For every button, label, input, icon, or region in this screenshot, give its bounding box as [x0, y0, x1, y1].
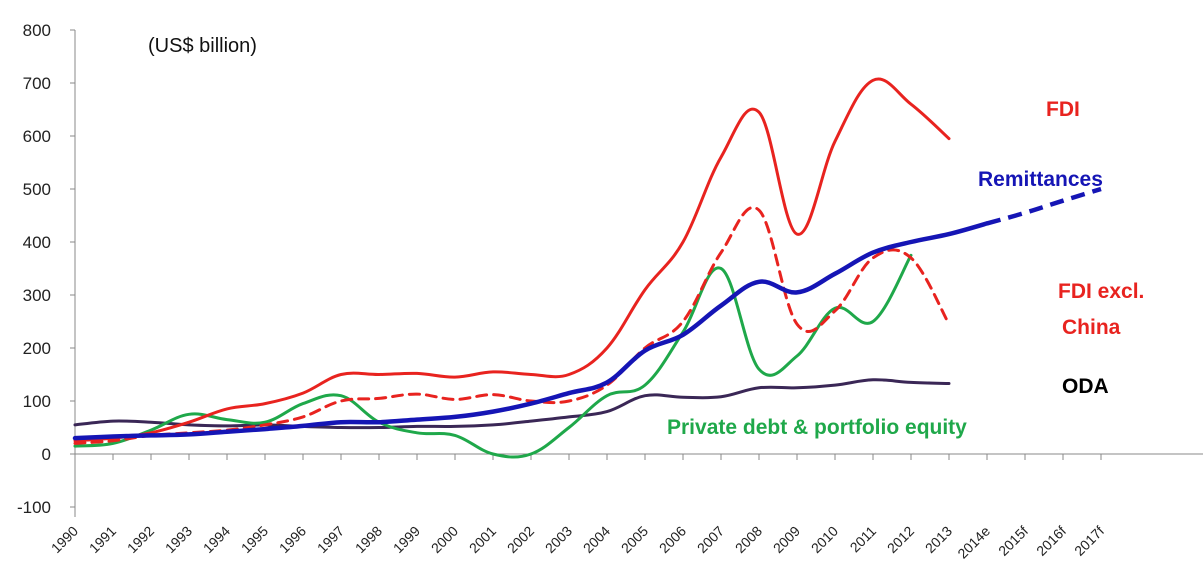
x-tick-label: 1993: [162, 523, 195, 556]
label-private-debt: Private debt & portfolio equity: [667, 416, 967, 439]
label-fdi-excl-line1: FDI excl.: [1058, 280, 1144, 303]
label-fdi: FDI: [1046, 98, 1080, 121]
series-line-fdi: [73, 77, 951, 443]
labels-layer: (US$ billion) FDI Remittances FDI excl. …: [148, 35, 1150, 439]
y-tick-label: 200: [23, 339, 51, 358]
x-tick-label: 2001: [466, 523, 499, 556]
y-tick-label: 600: [23, 127, 51, 146]
y-tick-label: 800: [23, 21, 51, 40]
x-tick-label: 1994: [200, 523, 233, 556]
series-layer: [72, 77, 1102, 459]
series-line-oda: [73, 378, 951, 430]
x-tick-label: 1997: [314, 523, 347, 556]
label-fdi-excl-line2: China: [1062, 316, 1121, 339]
x-tick-label: 1995: [238, 523, 271, 556]
series-line-remittances-projection: [986, 186, 1102, 226]
x-tick-label: 2006: [656, 523, 689, 556]
x-tick-label: 2012: [884, 523, 917, 556]
x-tick-label: 1990: [48, 523, 81, 556]
x-tick-label: 2010: [808, 523, 841, 556]
x-tick-label: 2009: [770, 523, 803, 556]
x-tick-label: 1996: [276, 523, 309, 556]
label-oda: ODA: [1062, 375, 1109, 398]
x-tick-label: 2013: [922, 523, 955, 556]
x-tick-label: 2003: [542, 523, 575, 556]
x-tick-label: 1991: [86, 523, 119, 556]
x-tick-label: 2002: [504, 523, 537, 556]
series-line-private-debt-portfolio-equity: [73, 253, 913, 459]
unit-label: (US$ billion): [148, 35, 257, 57]
x-tick-label: 2004: [580, 523, 613, 556]
y-tick-label: 100: [23, 392, 51, 411]
x-tick-label: 1998: [352, 523, 385, 556]
label-remittances: Remittances: [978, 168, 1103, 191]
label-fdi-excl-china: FDI excl. China: [1058, 280, 1150, 339]
x-tick-label: 2007: [694, 523, 727, 556]
x-tick-label: 2017f: [1071, 523, 1107, 559]
y-tick-label: 500: [23, 180, 51, 199]
x-tick-label: 2016f: [1033, 523, 1069, 559]
y-tick-label: 0: [42, 445, 51, 464]
x-tick-label: 2011: [847, 523, 880, 556]
y-tick-label: -100: [17, 498, 51, 517]
series-line-remittances: [72, 221, 990, 441]
y-tick-label: 300: [23, 286, 51, 305]
x-tick-label: 2000: [428, 523, 461, 556]
x-tick-label: 2014e: [954, 523, 993, 562]
x-tick-label: 1999: [390, 523, 423, 556]
x-tick-label: 2008: [732, 523, 765, 556]
x-tick-label: 2015f: [995, 523, 1031, 559]
x-tick-label: 2005: [618, 523, 651, 556]
x-tick-label: 1992: [124, 523, 157, 556]
y-tick-label: 700: [23, 74, 51, 93]
y-tick-label: 400: [23, 233, 51, 252]
